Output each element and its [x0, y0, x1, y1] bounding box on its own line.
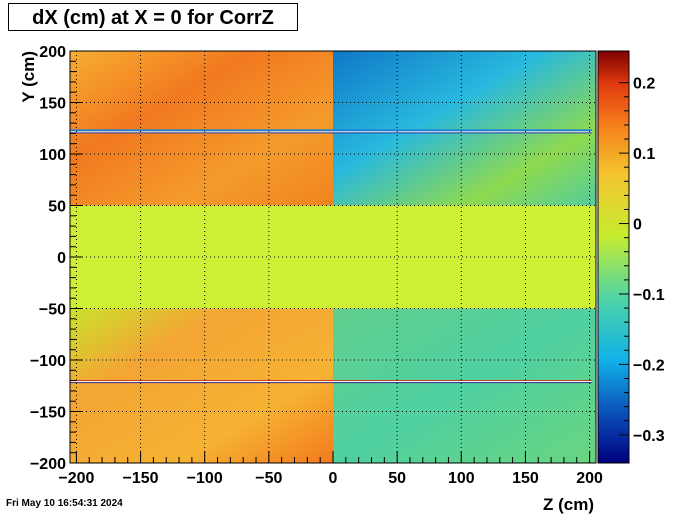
grid-lines	[70, 50, 596, 464]
x-tick-label: −150	[123, 470, 159, 487]
x-tick-label: 0	[329, 470, 338, 487]
color-scale-axis: 0.2 0.1 0 −0.1 −0.2 −0.3	[619, 76, 665, 445]
region-middle-band	[70, 205, 596, 309]
x-tick-label: 100	[448, 470, 475, 487]
y-tick-label: −150	[30, 405, 66, 422]
y-tick-label: 200	[39, 44, 66, 61]
y-axis-title: Y (cm)	[19, 51, 38, 103]
z-tick-label: −0.1	[633, 287, 665, 304]
x-tick-label: −100	[187, 470, 223, 487]
y-tick-label: −50	[39, 302, 66, 319]
x-tick-label: −50	[255, 470, 282, 487]
z-tick-label: 0.2	[633, 76, 655, 93]
region-upper-left	[70, 51, 333, 206]
y-axis: −200 −150 −100 −50 0 50 100 150 200	[30, 44, 82, 473]
x-tick-label: 200	[576, 470, 603, 487]
region-lower-left	[70, 308, 333, 463]
y-tick-label: 50	[48, 199, 66, 216]
z-tick-label: 0.1	[633, 146, 655, 163]
chart-title-box: dX (cm) at X = 0 for CorrZ	[8, 3, 298, 31]
x-axis-title: Z (cm)	[543, 495, 594, 514]
y-tick-label: 0	[57, 250, 66, 267]
z-tick-label: 0	[633, 217, 642, 234]
x-tick-label: −200	[58, 470, 94, 487]
region-upper-right	[333, 51, 596, 206]
heatmap-cells	[70, 51, 596, 463]
color-scale-bar	[597, 50, 630, 464]
x-tick-label: 50	[388, 470, 406, 487]
y-tick-label: −200	[30, 456, 66, 473]
y-tick-label: 150	[39, 96, 66, 113]
z-tick-label: −0.2	[633, 357, 665, 374]
y-tick-label: −100	[30, 353, 66, 370]
z-tick-label: −0.3	[633, 428, 665, 445]
sector-boundary-lines	[70, 129, 592, 384]
region-lower-right	[333, 308, 596, 463]
x-axis: −200 −150 −100 −50 0 50 100 150 200	[58, 451, 603, 487]
x-tick-label: 150	[512, 470, 539, 487]
timestamp: Fri May 10 16:54:31 2024	[6, 498, 123, 509]
chart-title: dX (cm) at X = 0 for CorrZ	[32, 7, 274, 29]
y-tick-label: 100	[39, 147, 66, 164]
